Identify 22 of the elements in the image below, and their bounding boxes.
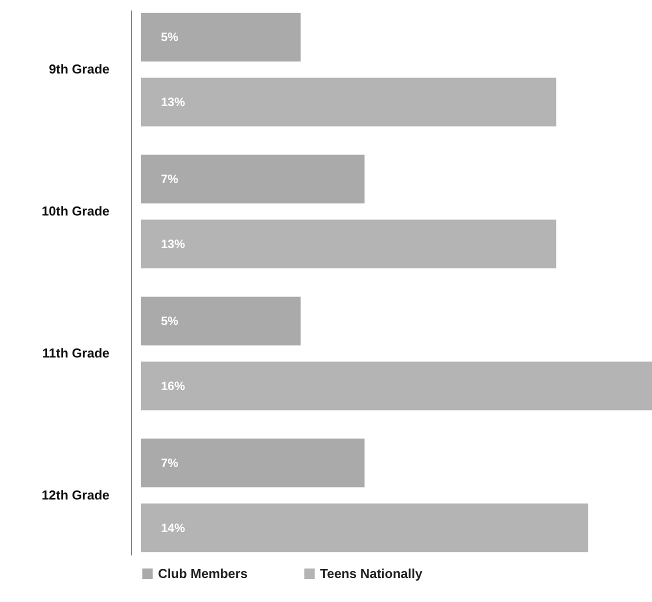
- data-label: 7%: [161, 456, 179, 470]
- legend-label: Teens Nationally: [320, 566, 424, 581]
- data-label: 5%: [161, 314, 179, 328]
- data-label: 5%: [161, 30, 179, 44]
- data-label: 7%: [161, 172, 179, 186]
- bar: [141, 296, 301, 346]
- y-tick-label: 10th Grade: [42, 204, 110, 219]
- bar: [141, 362, 652, 410]
- data-label: 13%: [161, 236, 186, 251]
- data-label: 13%: [161, 95, 186, 110]
- y-tick-label: 11th Grade: [42, 345, 110, 360]
- data-label: 14%: [161, 520, 186, 535]
- legend-label: Club Members: [158, 566, 248, 581]
- data-label: 16%: [161, 378, 186, 393]
- bar: [141, 504, 588, 552]
- y-tick-label: 12th Grade: [42, 487, 110, 502]
- bar: [141, 220, 556, 268]
- bar: [141, 78, 556, 126]
- bar: [141, 438, 365, 488]
- bar: [141, 154, 365, 204]
- y-tick-label: 9th Grade: [48, 62, 110, 77]
- bar: [141, 12, 301, 62]
